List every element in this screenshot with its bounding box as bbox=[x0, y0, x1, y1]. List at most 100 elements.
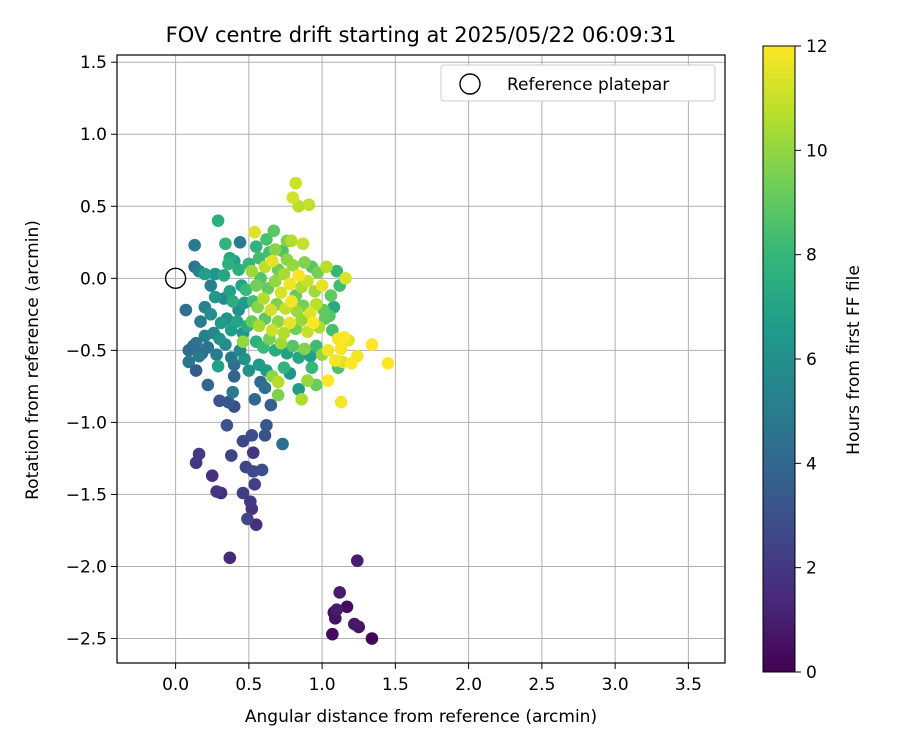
data-point bbox=[219, 237, 232, 251]
data-point bbox=[236, 335, 250, 349]
data-point bbox=[248, 225, 262, 239]
x-tick-label: 3.0 bbox=[602, 675, 629, 695]
data-point bbox=[198, 267, 212, 281]
data-point bbox=[286, 191, 300, 204]
data-point bbox=[277, 267, 291, 281]
data-point bbox=[245, 264, 259, 278]
data-point bbox=[268, 243, 282, 256]
data-point bbox=[328, 354, 342, 367]
data-point bbox=[241, 512, 254, 526]
y-tick-label: −2.0 bbox=[66, 557, 107, 577]
y-tick-label: −0.5 bbox=[66, 341, 107, 361]
data-point bbox=[226, 295, 240, 308]
grid-lines bbox=[117, 55, 725, 663]
y-tick-label: −2.5 bbox=[66, 630, 107, 650]
data-point bbox=[277, 326, 291, 340]
data-point bbox=[292, 269, 305, 282]
data-point bbox=[258, 429, 272, 442]
data-point bbox=[324, 289, 338, 302]
reference-marker bbox=[164, 267, 187, 290]
x-tick-label: 1.5 bbox=[382, 675, 409, 695]
x-axis-ticks: 0.0 0.5 1.0 1.5 2.0 2.5 3.0 3.5 bbox=[162, 663, 702, 695]
data-point bbox=[265, 254, 279, 268]
data-point bbox=[298, 342, 311, 356]
data-point bbox=[201, 378, 215, 392]
y-axis-ticks: 1.5 1.0 0.5 0.0 −0.5 −1.0 −1.5 −2.0 −2.5 bbox=[66, 53, 117, 650]
data-point bbox=[182, 355, 196, 369]
data-point bbox=[315, 279, 329, 292]
data-point bbox=[271, 388, 285, 402]
data-point bbox=[265, 323, 279, 337]
data-point bbox=[304, 306, 317, 320]
y-axis-label: Rotation from reference (arcmin) bbox=[23, 220, 43, 500]
data-point bbox=[255, 463, 269, 477]
data-point bbox=[194, 315, 207, 328]
data-point bbox=[264, 398, 278, 412]
data-point bbox=[179, 303, 193, 317]
data-point bbox=[307, 316, 320, 330]
data-point bbox=[289, 176, 303, 190]
y-tick-label: −1.0 bbox=[66, 413, 107, 433]
y-tick-label: 1.5 bbox=[80, 53, 107, 73]
data-point bbox=[326, 627, 339, 641]
legend-label: Reference platepar bbox=[507, 75, 669, 95]
data-point bbox=[283, 316, 297, 330]
data-point bbox=[345, 357, 358, 370]
plot-area bbox=[116, 54, 726, 664]
x-tick-label: 0.5 bbox=[235, 675, 262, 695]
data-point bbox=[226, 385, 240, 399]
x-tick-label: 2.5 bbox=[528, 675, 555, 695]
data-point bbox=[286, 259, 300, 272]
data-point bbox=[238, 352, 251, 366]
data-point bbox=[222, 257, 235, 271]
data-point bbox=[204, 279, 218, 292]
data-point bbox=[258, 381, 272, 395]
data-point bbox=[188, 238, 201, 252]
data-point bbox=[260, 418, 273, 432]
x-tick-label: 2.0 bbox=[455, 675, 482, 695]
data-point bbox=[249, 279, 263, 292]
data-point bbox=[260, 233, 273, 246]
data-point bbox=[298, 256, 311, 269]
data-point bbox=[340, 600, 354, 614]
data-point bbox=[320, 260, 333, 274]
data-point bbox=[192, 349, 206, 363]
colorbar-tick-label: 12 bbox=[806, 37, 828, 57]
y-tick-label: 0.0 bbox=[80, 269, 107, 289]
data-point bbox=[348, 617, 361, 631]
data-point bbox=[290, 305, 304, 318]
x-tick-label: 0.0 bbox=[162, 675, 189, 695]
data-point bbox=[211, 359, 225, 373]
data-point bbox=[233, 235, 247, 249]
data-point bbox=[224, 449, 238, 462]
data-point bbox=[350, 554, 364, 568]
data-point bbox=[205, 469, 219, 483]
data-point bbox=[283, 277, 297, 291]
legend: Reference platepar bbox=[440, 64, 716, 102]
data-point bbox=[330, 264, 344, 278]
data-point bbox=[334, 395, 348, 409]
colorbar-tick-label: 10 bbox=[806, 141, 828, 161]
y-tick-label: 0.5 bbox=[80, 197, 107, 217]
data-point bbox=[189, 336, 203, 350]
data-point bbox=[264, 303, 278, 317]
colorbar-tick-label: 2 bbox=[806, 559, 817, 579]
data-point bbox=[337, 331, 351, 344]
data-point bbox=[295, 393, 308, 406]
y-tick-label: −1.5 bbox=[66, 485, 107, 505]
data-point bbox=[274, 336, 288, 350]
data-point bbox=[285, 295, 298, 308]
x-tick-label: 3.5 bbox=[675, 675, 702, 695]
data-point bbox=[276, 437, 289, 451]
data-point bbox=[330, 603, 344, 616]
data-point bbox=[321, 344, 335, 357]
data-point bbox=[305, 361, 319, 374]
data-point bbox=[365, 632, 379, 645]
data-point bbox=[217, 269, 231, 282]
data-point bbox=[274, 286, 288, 300]
data-point bbox=[333, 586, 346, 599]
data-point bbox=[268, 274, 282, 288]
data-point bbox=[267, 224, 281, 238]
colorbar-tick-label: 8 bbox=[806, 246, 817, 266]
colorbar-tick-label: 6 bbox=[806, 350, 817, 370]
